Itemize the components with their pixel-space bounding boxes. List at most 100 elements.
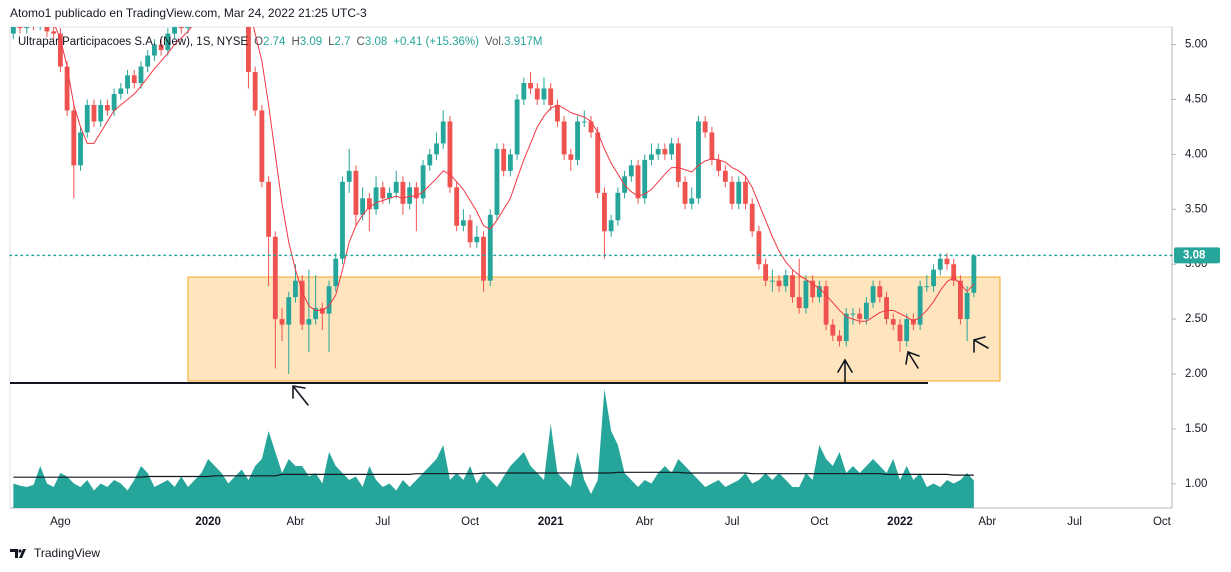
y-tick-label: 2.00 — [1185, 368, 1207, 380]
footer-logo — [10, 549, 26, 558]
last-price-box — [1174, 247, 1220, 264]
candle-body — [266, 181, 272, 237]
candle-body — [393, 181, 399, 193]
candle-body — [655, 148, 661, 155]
legend-value: 3.09 — [300, 36, 322, 48]
candle-body — [366, 198, 372, 210]
arrow — [973, 336, 989, 353]
candle-body — [10, 27, 16, 34]
candle-body — [514, 99, 520, 155]
candle-body — [830, 324, 836, 336]
candle-body — [346, 170, 352, 182]
candle-body — [387, 192, 392, 199]
candle-body — [125, 75, 130, 89]
candle-body — [340, 181, 345, 259]
candle-body — [494, 148, 500, 215]
candle-body — [172, 27, 177, 34]
candle-body — [447, 121, 453, 188]
candle-body — [769, 280, 775, 282]
y-tick-label: 4.00 — [1185, 148, 1207, 160]
candle-body — [501, 148, 507, 171]
candle-body — [803, 280, 809, 309]
candle-body — [716, 159, 722, 171]
candle-body — [528, 83, 533, 89]
candle-body — [743, 181, 748, 204]
arrow — [905, 350, 920, 369]
candle-body — [843, 313, 849, 342]
candle-body — [548, 88, 554, 105]
candle-body — [971, 255, 977, 293]
candle-body — [568, 154, 574, 160]
candle-body — [279, 319, 285, 325]
volume-area — [13, 389, 974, 508]
candle-body — [373, 187, 379, 210]
legend-prefix: H — [291, 36, 299, 48]
candle-body — [111, 93, 117, 111]
candle-body — [763, 264, 769, 281]
candle-body — [293, 280, 298, 298]
y-tick-label: 1.00 — [1185, 478, 1207, 490]
candle-body — [756, 231, 762, 265]
x-tick-label: 2020 — [195, 516, 221, 528]
candle-body — [360, 198, 366, 215]
candle-body — [669, 143, 675, 155]
candle-body — [951, 264, 957, 281]
x-tick-label: Jul — [725, 516, 740, 528]
candle-body — [702, 121, 708, 133]
candle-body — [71, 110, 77, 166]
candle-body — [57, 33, 63, 67]
logo-mark — [10, 549, 26, 558]
candle-body — [165, 33, 171, 51]
candle-body — [642, 159, 648, 199]
candle-body — [890, 319, 896, 325]
candle-body — [696, 121, 701, 199]
symbol-legend: Ultrapar Participacoes S.A. (New), 1S, N… — [18, 36, 542, 48]
legend-value: 2.7 — [335, 36, 351, 48]
candle-body — [380, 187, 386, 199]
candle-body — [131, 75, 137, 84]
legend-value: 3.08 — [365, 36, 387, 48]
x-tick-label: Abr — [978, 516, 996, 528]
candle-body — [138, 66, 144, 84]
candle-body — [454, 187, 460, 226]
candle-body — [581, 121, 587, 123]
candle-body — [521, 83, 527, 100]
candle-body — [588, 121, 594, 133]
candle-body — [816, 286, 822, 298]
candle-body — [729, 181, 735, 204]
footer-brand: TradingView — [34, 546, 100, 560]
candle-body — [635, 165, 641, 199]
y-tick-label: 4.50 — [1185, 94, 1207, 106]
x-tick-label: Jul — [375, 516, 390, 528]
candle-body — [897, 324, 903, 342]
legend-prefix: L — [328, 36, 335, 48]
x-tick-label: Jul — [1067, 516, 1082, 528]
candle-body — [326, 286, 332, 314]
candle-body — [118, 88, 124, 94]
candle-body — [145, 55, 151, 67]
candle-body — [722, 170, 728, 182]
candle-body — [810, 280, 816, 298]
candle-body — [427, 154, 433, 166]
x-tick-label: Oct — [461, 516, 480, 528]
candle-body — [178, 27, 184, 29]
candle-body — [407, 187, 413, 204]
last-price-label: 3.08 — [1183, 249, 1206, 261]
candle-body — [628, 165, 634, 177]
candle-body — [51, 31, 57, 34]
support-zone — [187, 276, 1001, 382]
candle-body — [783, 275, 789, 287]
legend-value: 2.74 — [263, 36, 286, 48]
candle-body — [17, 27, 23, 29]
candle-body — [662, 148, 668, 155]
candle-body — [575, 121, 580, 160]
candle-body — [440, 121, 446, 144]
candle-body — [944, 258, 950, 265]
candle-body — [870, 286, 876, 303]
x-tick-label: Abr — [636, 516, 654, 528]
symbol-title: Ultrapar Participacoes S.A. (New), 1S, N… — [18, 36, 248, 48]
candle-body — [84, 104, 90, 133]
candle-body — [649, 154, 654, 160]
candle-body — [884, 297, 889, 320]
